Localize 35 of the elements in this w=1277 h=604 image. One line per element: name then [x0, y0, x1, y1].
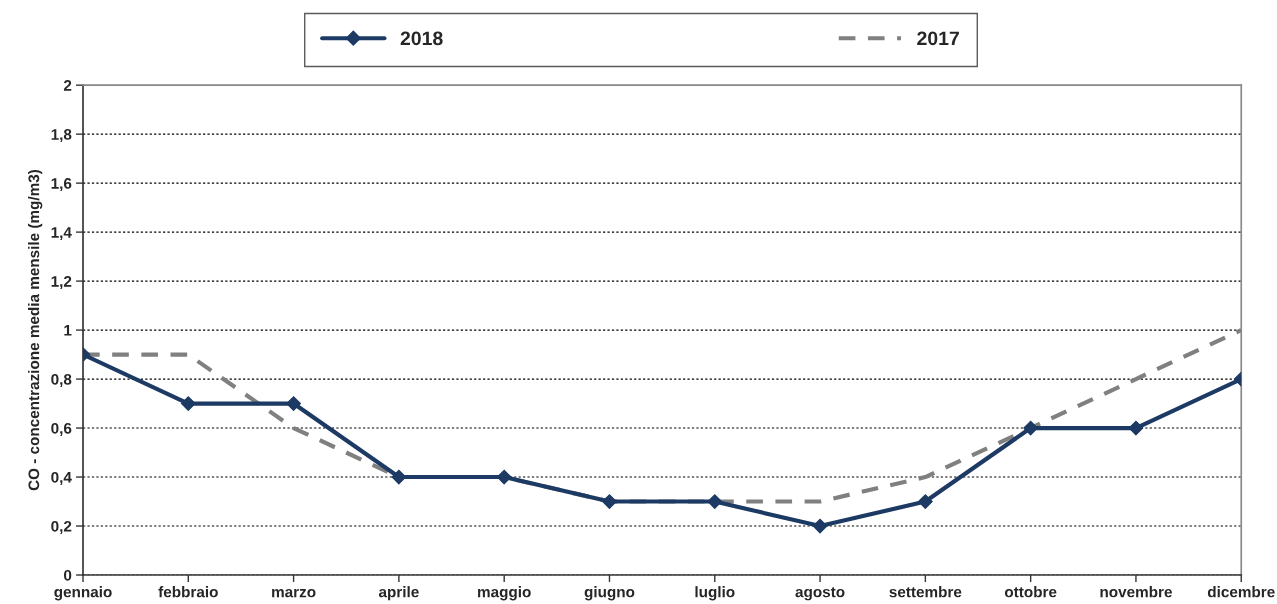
- x-tick-label: aprile: [378, 586, 419, 601]
- point: [286, 396, 301, 411]
- y-tick-label: 0,4: [51, 471, 72, 485]
- point: [180, 396, 196, 411]
- x-tick-label: dicembre: [1207, 586, 1275, 598]
- x-tick-label: settembre: [889, 586, 962, 598]
- y-tick-label: 1,8: [51, 129, 72, 143]
- x-tick-label: marzo: [272, 588, 316, 598]
- y-tick-label: 0,8: [51, 373, 72, 387]
- y-tick-label: 1,4: [51, 227, 72, 241]
- x-tick-label: giugno: [584, 586, 635, 601]
- y-tick-label: 2: [63, 80, 72, 91]
- y-tick-label: 0,2: [51, 520, 72, 534]
- x-tick-label: febbraio: [158, 586, 218, 598]
- legend-label: 2017: [917, 31, 959, 46]
- x-tick-label: agosto: [795, 587, 845, 601]
- y-tick-label: 0: [64, 569, 72, 581]
- x-tick-label: novembre: [1100, 586, 1172, 598]
- legend-label: 2018: [400, 31, 443, 46]
- point: [391, 469, 407, 485]
- point: [812, 518, 828, 534]
- x-tick-label: ottobre: [1004, 586, 1057, 598]
- y-tick-label: 1,2: [51, 275, 72, 289]
- point: [1128, 420, 1144, 436]
- point: [707, 494, 723, 509]
- point: [917, 494, 933, 509]
- x-tick-label: maggio: [478, 586, 531, 601]
- y-axis-title: CO - concentrazione media mensile (mg/m3): [28, 169, 43, 491]
- point: [496, 469, 512, 485]
- y-tick-label: 1,6: [51, 178, 72, 192]
- point: [602, 494, 617, 509]
- x-tick-label: gennaio: [54, 586, 112, 601]
- y-tick-label: 0,6: [51, 422, 72, 436]
- y-tick-label: 1: [64, 325, 72, 336]
- x-tick-label: luglio: [695, 586, 735, 601]
